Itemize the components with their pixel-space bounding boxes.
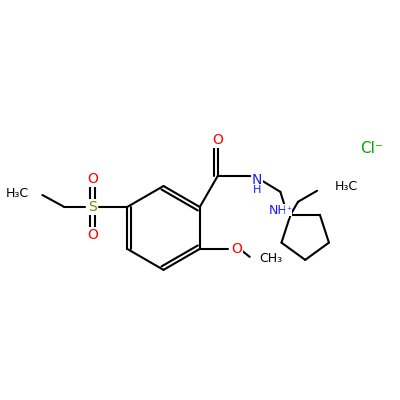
Text: O: O [87,228,98,242]
Text: Cl⁻: Cl⁻ [361,141,384,156]
Text: N: N [252,173,262,187]
Text: H₃C: H₃C [5,186,28,200]
Text: H₃C: H₃C [335,180,358,193]
Text: O: O [212,133,223,147]
Text: H: H [252,185,261,195]
Text: O: O [232,242,243,256]
Text: CH₃: CH₃ [260,252,283,265]
Text: NH: NH [269,204,288,217]
Text: S: S [88,200,97,214]
Text: ⁺: ⁺ [286,206,291,216]
Text: O: O [87,172,98,186]
